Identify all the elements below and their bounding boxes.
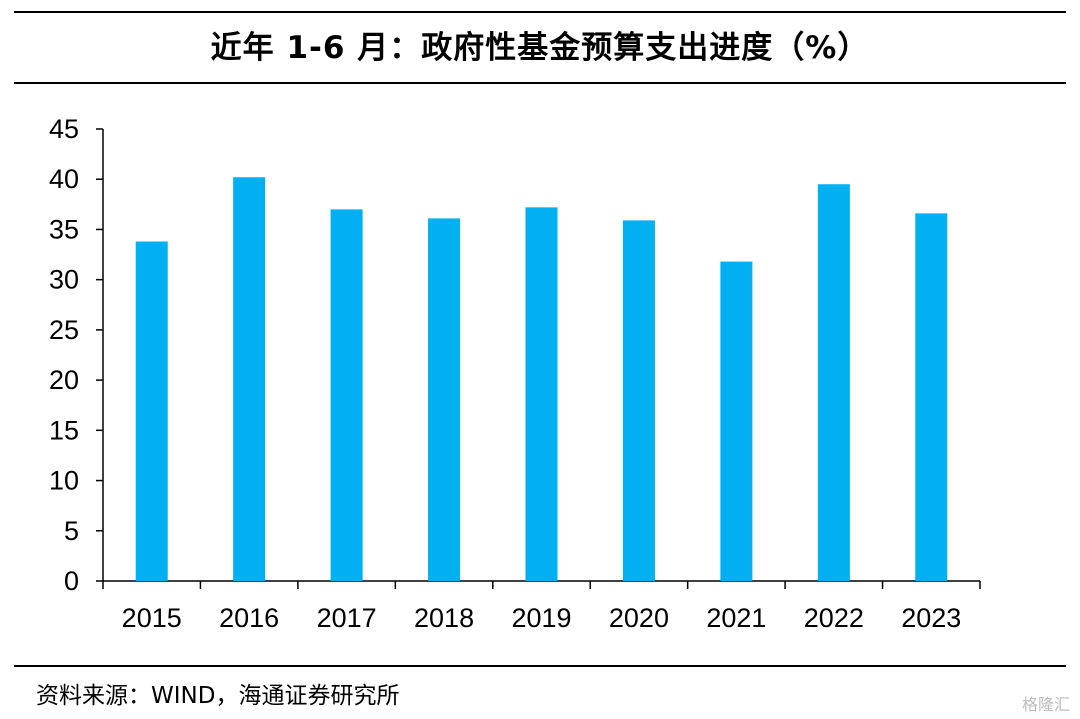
bar-2015 [135, 241, 168, 581]
bar-2017 [330, 209, 363, 581]
y-tick-label: 20 [49, 365, 79, 395]
bottom-rule [14, 665, 1066, 667]
x-tick-label: 2017 [317, 603, 377, 633]
source-note: 资料来源：WIND，海通证券研究所 [36, 683, 400, 709]
y-tick-label: 5 [64, 516, 79, 546]
y-tick-label: 40 [49, 164, 79, 194]
watermark-logo: 格隆汇 [1021, 695, 1070, 714]
x-tick-label: 2015 [122, 603, 182, 633]
x-tick-label: 2023 [901, 603, 961, 633]
bar-2019 [525, 207, 558, 581]
x-tick-label: 2022 [804, 603, 864, 633]
bar-2021 [720, 261, 753, 581]
x-tick-label: 2019 [511, 603, 571, 633]
y-tick-label: 35 [49, 214, 79, 244]
x-tick-label: 2020 [609, 603, 669, 633]
y-tick-label: 10 [49, 466, 79, 496]
x-tick-label: 2016 [219, 603, 279, 633]
bar-2020 [622, 220, 655, 581]
y-tick-label: 15 [49, 415, 79, 445]
chart-title: 近年 1-6 月：政府性基金预算支出进度（%） [210, 30, 870, 66]
bar-2023 [915, 213, 948, 581]
top-rule [14, 11, 1066, 13]
bar-2018 [428, 218, 461, 581]
y-tick-label: 45 [49, 114, 79, 144]
x-tick-label: 2021 [706, 603, 766, 633]
bar-2022 [817, 184, 850, 581]
y-tick-label: 0 [64, 566, 79, 596]
y-tick-label: 30 [49, 265, 79, 295]
x-tick-label: 2018 [414, 603, 474, 633]
title-rule [14, 82, 1066, 84]
y-tick-label: 25 [49, 315, 79, 345]
bar-2016 [233, 177, 266, 582]
